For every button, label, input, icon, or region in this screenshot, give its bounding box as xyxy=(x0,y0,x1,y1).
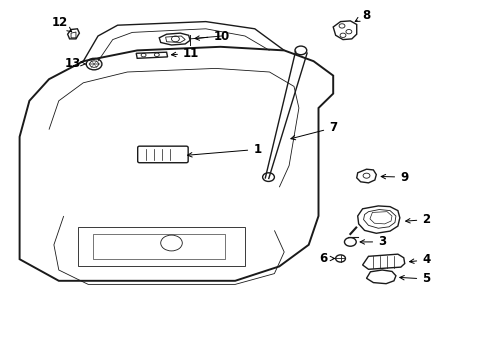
Text: 2: 2 xyxy=(406,213,430,226)
Text: 10: 10 xyxy=(195,30,230,42)
Text: 4: 4 xyxy=(410,253,430,266)
Text: 8: 8 xyxy=(355,9,370,22)
Text: 6: 6 xyxy=(319,252,335,265)
Text: 13: 13 xyxy=(64,57,86,69)
Text: 3: 3 xyxy=(360,235,386,248)
Text: 9: 9 xyxy=(381,171,408,184)
Text: 5: 5 xyxy=(400,273,430,285)
Text: 11: 11 xyxy=(172,47,199,60)
Text: 1: 1 xyxy=(188,143,261,157)
Text: 7: 7 xyxy=(291,121,337,140)
Text: 12: 12 xyxy=(51,16,72,32)
